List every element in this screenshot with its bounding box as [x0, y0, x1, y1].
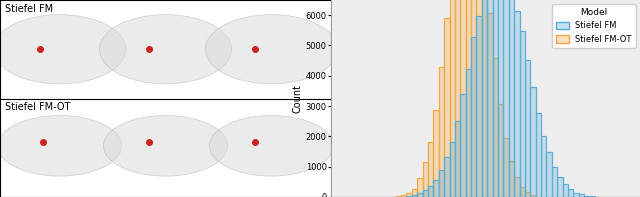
- Bar: [422, 163, 428, 197]
- Bar: [552, 167, 557, 197]
- Y-axis label: Count: Count: [293, 84, 303, 113]
- Legend: Stiefel FM, Stiefel FM-OT: Stiefel FM, Stiefel FM-OT: [552, 4, 636, 48]
- Bar: [498, 0, 504, 197]
- Bar: [460, 94, 466, 197]
- Bar: [444, 157, 449, 197]
- Bar: [568, 190, 573, 197]
- Bar: [531, 195, 536, 197]
- Bar: [439, 67, 444, 197]
- Bar: [536, 113, 541, 197]
- Bar: [498, 104, 504, 197]
- Bar: [520, 187, 525, 197]
- Ellipse shape: [99, 15, 232, 84]
- Bar: [428, 142, 433, 197]
- Text: Stiefel FM-OT: Stiefel FM-OT: [5, 102, 70, 112]
- Ellipse shape: [205, 15, 338, 84]
- Bar: [525, 60, 531, 197]
- Bar: [482, 0, 487, 197]
- Bar: [439, 170, 444, 197]
- Bar: [433, 110, 439, 197]
- Bar: [417, 193, 422, 197]
- Bar: [433, 180, 439, 197]
- Ellipse shape: [0, 15, 126, 84]
- Bar: [455, 121, 460, 197]
- Bar: [509, 0, 514, 197]
- Bar: [531, 87, 536, 197]
- Bar: [514, 177, 520, 197]
- Bar: [476, 16, 482, 197]
- Bar: [487, 13, 493, 197]
- Bar: [476, 0, 482, 197]
- Ellipse shape: [209, 115, 333, 176]
- Bar: [471, 0, 476, 197]
- Bar: [504, 138, 509, 197]
- Bar: [422, 190, 428, 197]
- Bar: [396, 196, 401, 197]
- Bar: [449, 142, 455, 197]
- Bar: [525, 192, 531, 197]
- Bar: [406, 196, 412, 197]
- Bar: [520, 31, 525, 197]
- Bar: [573, 193, 579, 197]
- Bar: [504, 0, 509, 197]
- Bar: [412, 189, 417, 197]
- Bar: [509, 161, 514, 197]
- Bar: [401, 195, 406, 197]
- Bar: [444, 18, 449, 197]
- Bar: [563, 184, 568, 197]
- Bar: [449, 0, 455, 197]
- Bar: [514, 11, 520, 197]
- Bar: [412, 195, 417, 197]
- Bar: [547, 152, 552, 197]
- Ellipse shape: [104, 115, 228, 176]
- Text: Stiefel FM: Stiefel FM: [5, 4, 53, 14]
- Bar: [471, 37, 476, 197]
- Bar: [493, 0, 498, 197]
- Bar: [455, 0, 460, 197]
- Ellipse shape: [0, 115, 122, 176]
- Bar: [466, 70, 471, 197]
- Bar: [493, 59, 498, 197]
- Bar: [466, 0, 471, 197]
- Bar: [482, 0, 487, 197]
- Bar: [584, 196, 589, 197]
- Bar: [579, 194, 584, 197]
- Bar: [406, 193, 412, 197]
- Bar: [557, 177, 563, 197]
- Bar: [541, 136, 547, 197]
- Bar: [460, 0, 466, 197]
- Bar: [417, 178, 422, 197]
- Bar: [428, 186, 433, 197]
- Bar: [589, 196, 595, 197]
- Bar: [487, 0, 493, 197]
